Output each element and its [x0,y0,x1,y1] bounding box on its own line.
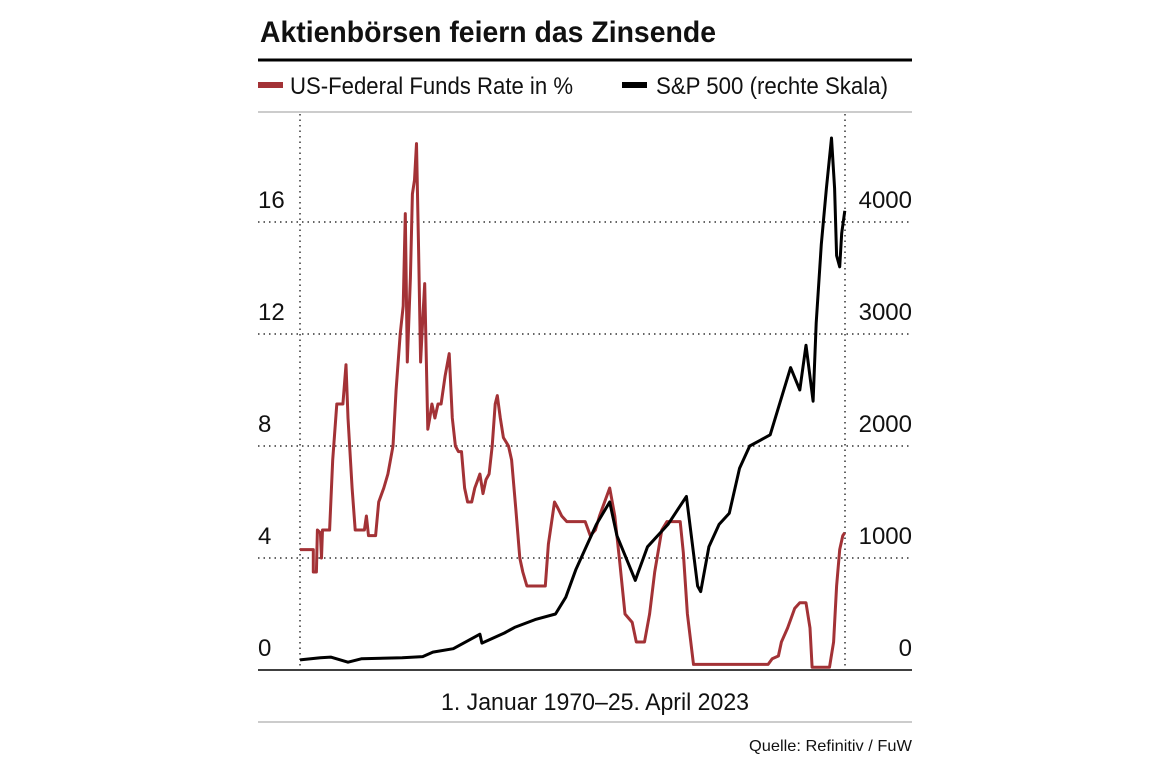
y2-tick-label: 2000 [859,411,912,438]
y-tick-label: 8 [258,411,271,438]
y-tick-label: 16 [258,187,285,214]
chart-title: Aktienbörsen feiern das Zinsende [260,16,716,49]
legend-label: US-Federal Funds Rate in % [290,73,573,100]
y2-tick-label: 1000 [859,523,912,550]
legend-swatch [622,82,647,88]
y2-tick-label: 4000 [859,187,912,214]
legend-swatch [258,82,283,88]
y-tick-label: 4 [258,523,271,550]
source: Quelle: Refinitiv / FuW [749,738,913,755]
series-line [299,136,847,664]
y2-tick-label: 3000 [859,299,912,326]
y2-tick-label: 0 [899,635,912,662]
x-axis-label: 1. Januar 1970–25. April 2023 [441,689,749,716]
y-tick-label: 12 [258,299,285,326]
y-tick-label: 0 [258,635,271,662]
legend-label: S&P 500 (rechte Skala) [656,73,888,100]
series-line [300,142,847,669]
